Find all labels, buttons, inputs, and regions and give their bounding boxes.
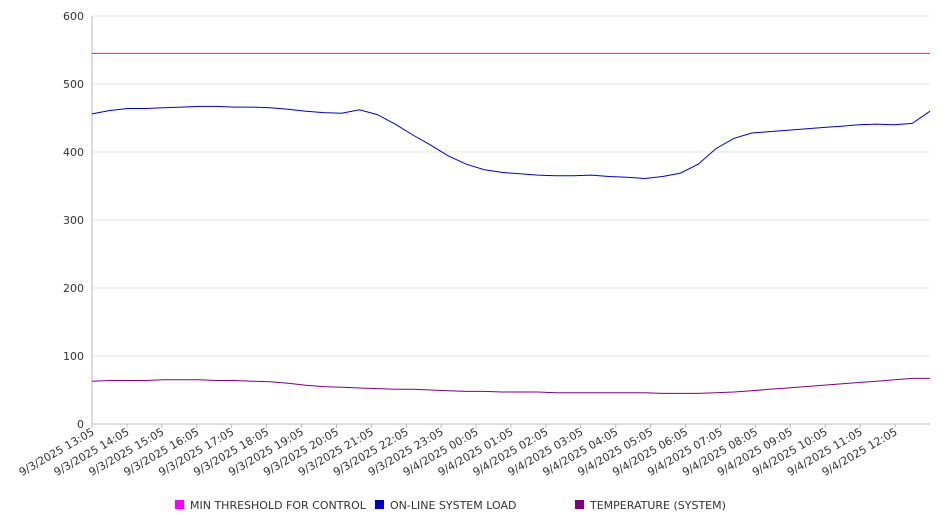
legend-item: ON-LINE SYSTEM LOAD xyxy=(375,499,516,512)
y-tick-label: 0 xyxy=(77,418,84,431)
legend-item: MIN THRESHOLD FOR CONTROL xyxy=(175,499,367,512)
legend-item: TEMPERATURE (SYSTEM) xyxy=(575,499,726,512)
legend-swatch xyxy=(575,500,584,509)
y-tick-label: 100 xyxy=(63,350,84,363)
y-tick-label: 200 xyxy=(63,282,84,295)
series-line-temperature-system xyxy=(91,377,930,394)
y-axis: 0 100 200 300 400 500 600 xyxy=(63,10,93,431)
legend: MIN THRESHOLD FOR CONTROL ON-LINE SYSTEM … xyxy=(175,499,726,512)
y-tick-label: 600 xyxy=(63,10,84,23)
grid-lines xyxy=(92,15,930,357)
y-tick-label: 400 xyxy=(63,146,84,159)
y-tick-label: 500 xyxy=(63,78,84,91)
legend-swatch xyxy=(375,500,384,509)
series-line-on-line-system-load xyxy=(91,105,931,180)
legend-label: TEMPERATURE (SYSTEM) xyxy=(589,499,726,512)
series-lines xyxy=(91,52,931,394)
legend-label: MIN THRESHOLD FOR CONTROL xyxy=(190,499,367,512)
y-tick-label: 300 xyxy=(63,214,84,227)
legend-swatch xyxy=(175,500,184,509)
x-axis: 9/3/2025 13:059/3/2025 14:059/3/2025 15:… xyxy=(17,423,930,479)
legend-label: ON-LINE SYSTEM LOAD xyxy=(390,499,516,512)
